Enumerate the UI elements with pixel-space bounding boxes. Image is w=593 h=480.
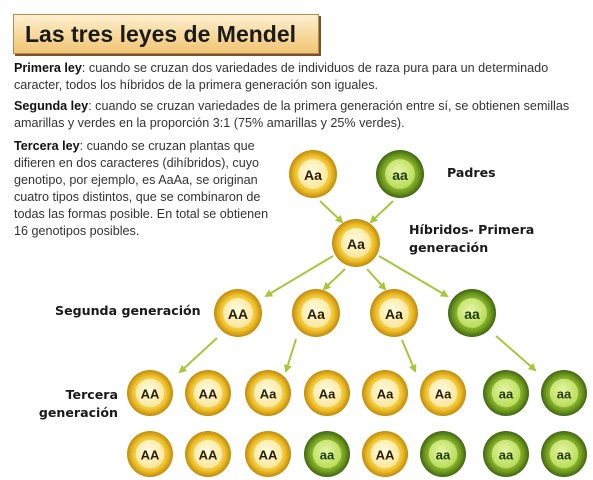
seed-inner-circle bbox=[301, 298, 331, 328]
seed-inner-circle bbox=[549, 378, 579, 408]
genotype-label: AA bbox=[141, 448, 160, 463]
arrow-second-1-to-third bbox=[178, 337, 218, 374]
yellow-seed-third-row1-6: Aa bbox=[420, 370, 466, 416]
yellow-seed-third-row2-3: AA bbox=[245, 431, 291, 477]
genotype-label: aa bbox=[557, 448, 572, 463]
yellow-seed-first-1: Aa bbox=[332, 219, 380, 267]
green-seed-third-row2-8: aa bbox=[541, 431, 587, 477]
genotype-label: aa bbox=[464, 306, 480, 322]
genotype-label: Aa bbox=[347, 236, 365, 252]
seed-inner-circle bbox=[135, 439, 165, 469]
yellow-seed-third-row1-1: AA bbox=[127, 370, 173, 416]
seed-inner-circle bbox=[457, 298, 487, 328]
first-law-text: : cuando se cruzan dos variedades de ind… bbox=[14, 61, 549, 92]
arrow-hybrid-to-second-1 bbox=[264, 255, 334, 298]
genotype-label: AA bbox=[141, 387, 160, 402]
arrow-parent1-to-hybrid bbox=[319, 200, 344, 224]
yellow-seed-third-row1-4: Aa bbox=[304, 370, 350, 416]
seed-inner-circle bbox=[491, 378, 521, 408]
green-seed-third-row2-7: aa bbox=[483, 431, 529, 477]
genotype-label: Aa bbox=[435, 387, 452, 402]
genotype-label: aa bbox=[557, 387, 572, 402]
genotype-label: Aa bbox=[260, 387, 277, 402]
seed-inner-circle bbox=[135, 378, 165, 408]
arrow-parent2-to-hybrid bbox=[369, 200, 394, 224]
seed-inner-circle bbox=[298, 159, 328, 189]
genotype-label: aa bbox=[320, 448, 335, 463]
genotype-label: aa bbox=[392, 167, 408, 183]
yellow-seed-second-3: Aa bbox=[370, 289, 418, 337]
seed-inner-circle bbox=[341, 228, 371, 258]
genotype-label: aa bbox=[436, 448, 451, 463]
yellow-seed-third-row2-1: AA bbox=[127, 431, 173, 477]
seed-inner-circle bbox=[370, 378, 400, 408]
yellow-seed-third-row2-2: AA bbox=[185, 431, 231, 477]
arrow-hybrid-to-second-2 bbox=[322, 268, 346, 291]
first-law-paragraph: Primera ley: cuando se cruzan dos varied… bbox=[14, 60, 586, 94]
seed-inner-circle bbox=[385, 159, 415, 189]
green-seed-third-row1-7: aa bbox=[483, 370, 529, 416]
genotype-label: Aa bbox=[385, 306, 403, 322]
yellow-seed-parents-1: Aa bbox=[289, 150, 337, 198]
genotype-label: AA bbox=[199, 448, 218, 463]
third-generation-label: Tercera generación bbox=[38, 387, 118, 420]
third-law-paragraph: Tercera ley: cuando se cruzan plantas qu… bbox=[14, 138, 282, 240]
second-law-text: : cuando se cruzan variedades de la prim… bbox=[14, 99, 570, 130]
genotype-label: AA bbox=[228, 306, 248, 322]
parents-label: Padres bbox=[447, 165, 496, 180]
second-generation-label: Segunda generación bbox=[55, 303, 201, 318]
first-law-name: Primera ley bbox=[14, 61, 82, 75]
yellow-seed-third-row1-3: Aa bbox=[245, 370, 291, 416]
genotype-label: AA bbox=[376, 448, 395, 463]
green-seed-third-row1-8: aa bbox=[541, 370, 587, 416]
seed-inner-circle bbox=[428, 439, 458, 469]
seed-inner-circle bbox=[253, 378, 283, 408]
hybrids-label: Híbridos- Primera generación bbox=[409, 222, 535, 255]
yellow-seed-third-row1-5: Aa bbox=[362, 370, 408, 416]
genotype-label: Aa bbox=[319, 387, 336, 402]
yellow-seed-second-2: Aa bbox=[292, 289, 340, 337]
green-seed-parents-2: aa bbox=[376, 150, 424, 198]
yellow-seed-third-row1-2: AA bbox=[185, 370, 231, 416]
third-law-text: : cuando se cruzan plantas que difieren … bbox=[14, 139, 269, 238]
seed-inner-circle bbox=[491, 439, 521, 469]
green-seed-third-row2-6: aa bbox=[420, 431, 466, 477]
second-law-name: Segunda ley bbox=[14, 99, 89, 113]
arrow-hybrid-to-second-3 bbox=[366, 268, 387, 291]
yellow-seed-second-1: AA bbox=[214, 289, 262, 337]
seed-inner-circle bbox=[223, 298, 253, 328]
seed-inner-circle bbox=[370, 439, 400, 469]
third-law-name: Tercera ley bbox=[14, 139, 80, 153]
seed-inner-circle bbox=[193, 439, 223, 469]
genotype-label: Aa bbox=[377, 387, 394, 402]
seed-inner-circle bbox=[379, 298, 409, 328]
arrow-second-2-to-third bbox=[283, 338, 297, 373]
arrow-hybrid-to-second-4 bbox=[378, 255, 449, 298]
genotype-label: Aa bbox=[304, 167, 322, 183]
genotype-label: Aa bbox=[307, 306, 325, 322]
seed-inner-circle bbox=[193, 378, 223, 408]
seed-inner-circle bbox=[253, 439, 283, 469]
green-seed-third-row2-4: aa bbox=[304, 431, 350, 477]
genotype-label: aa bbox=[499, 448, 514, 463]
arrow-second-4-to-third bbox=[495, 335, 537, 372]
genotype-label: AA bbox=[199, 387, 218, 402]
genotype-label: aa bbox=[499, 387, 514, 402]
genotype-label: AA bbox=[259, 448, 278, 463]
page-title: Las tres leyes de Mendel bbox=[25, 21, 297, 47]
seed-inner-circle bbox=[312, 439, 342, 469]
arrow-second-3-to-third bbox=[401, 339, 417, 373]
second-law-paragraph: Segunda ley: cuando se cruzan variedades… bbox=[14, 98, 586, 132]
seed-inner-circle bbox=[428, 378, 458, 408]
seed-inner-circle bbox=[312, 378, 342, 408]
green-seed-second-4: aa bbox=[448, 289, 496, 337]
yellow-seed-third-row2-5: AA bbox=[362, 431, 408, 477]
title-banner: Las tres leyes de Mendel bbox=[13, 14, 319, 54]
seed-inner-circle bbox=[549, 439, 579, 469]
